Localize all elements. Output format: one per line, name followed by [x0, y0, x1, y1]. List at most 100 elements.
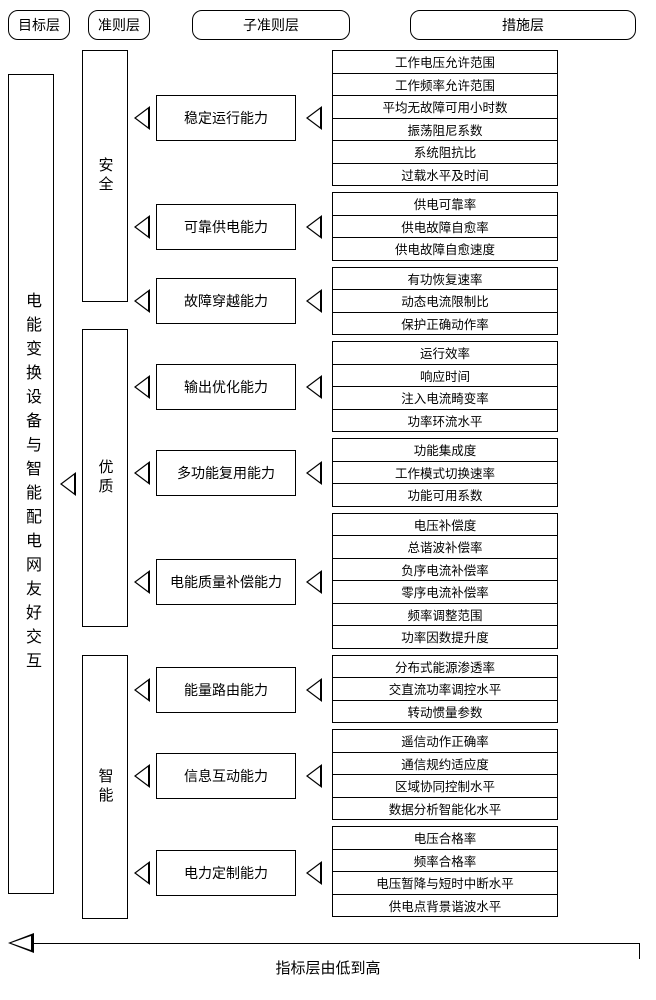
measure-group: 供电可靠率供电故障自愈率供电故障自愈速度 — [332, 192, 558, 261]
measure-item: 工作模式切换速率 — [332, 462, 558, 485]
subcriteria-box: 输出优化能力 — [156, 364, 296, 410]
header-target: 目标层 — [8, 10, 70, 40]
measure-group: 工作电压允许范围工作频率允许范围平均无故障可用小时数振荡阻尼系数系统阻抗比过载水… — [332, 50, 558, 186]
measure-item: 通信规约适应度 — [332, 753, 558, 776]
column-headers: 目标层 准则层 子准则层 措施层 — [8, 10, 648, 40]
measure-item: 频率调整范围 — [332, 604, 558, 627]
triangle-connector-icon — [296, 342, 332, 433]
measure-group: 遥信动作正确率通信规约适应度区域协同控制水平数据分析智能化水平 — [332, 729, 558, 820]
footer-arrow: 指标层由低到高 — [8, 933, 648, 977]
measure-group: 有功恢复速率动态电流限制比保护正确动作率 — [332, 267, 558, 336]
measure-item: 总谐波补偿率 — [332, 536, 558, 559]
measure-item: 功能集成度 — [332, 439, 558, 462]
header-subcriteria: 子准则层 — [192, 10, 350, 40]
triangle-connector-icon — [128, 764, 156, 788]
link-sub-to-measures — [296, 50, 332, 919]
measure-item: 电压合格率 — [332, 827, 558, 850]
measure-item: 有功恢复速率 — [332, 268, 558, 291]
triangle-connector-icon — [128, 861, 156, 885]
subcriteria-row: 信息互动能力 — [128, 730, 296, 821]
subcriteria-box: 电力定制能力 — [156, 850, 296, 896]
triangle-connector-icon — [128, 461, 156, 485]
measure-item: 系统阻抗比 — [332, 141, 558, 164]
triangle-connector-icon — [128, 106, 156, 130]
subcriteria-row: 稳定运行能力 — [128, 50, 296, 186]
col-measures: 工作电压允许范围工作频率允许范围平均无故障可用小时数振荡阻尼系数系统阻抗比过载水… — [332, 50, 558, 919]
measure-group: 运行效率响应时间注入电流畸变率功率环流水平 — [332, 341, 558, 432]
measure-group: 分布式能源渗透率交直流功率调控水平转动惯量参数 — [332, 655, 558, 724]
subcriteria-box: 电能质量补偿能力 — [156, 559, 296, 605]
measure-item: 数据分析智能化水平 — [332, 798, 558, 821]
measure-item: 工作电压允许范围 — [332, 51, 558, 74]
subcriteria-box: 可靠供电能力 — [156, 204, 296, 250]
measure-item: 功能可用系数 — [332, 484, 558, 507]
triangle-connector-icon — [296, 439, 332, 508]
triangle-connector-icon — [296, 192, 332, 261]
measure-item: 供电故障自愈速度 — [332, 238, 558, 261]
measure-item: 平均无故障可用小时数 — [332, 96, 558, 119]
measure-item: 电压补偿度 — [332, 514, 558, 537]
measure-item: 负序电流补偿率 — [332, 559, 558, 582]
measure-group: 功能集成度工作模式切换速率功能可用系数 — [332, 438, 558, 507]
triangle-connector-icon — [296, 828, 332, 919]
subcriteria-box: 信息互动能力 — [156, 753, 296, 799]
col-subcriteria: 稳定运行能力可靠供电能力故障穿越能力输出优化能力多功能复用能力电能质量补偿能力能… — [128, 50, 296, 919]
measure-item: 振荡阻尼系数 — [332, 119, 558, 142]
subcriteria-box: 多功能复用能力 — [156, 450, 296, 496]
triangle-connector-icon — [60, 472, 76, 496]
target-box: 电能变换设备与智能配电网友好交互 — [8, 74, 54, 894]
measure-group: 电压合格率频率合格率电压暂降与短时中断水平供电点背景谐波水平 — [332, 826, 558, 917]
subcriteria-row: 能量路由能力 — [128, 656, 296, 725]
subcriteria-box: 稳定运行能力 — [156, 95, 296, 141]
footer-label: 指标层由低到高 — [8, 957, 648, 978]
triangle-connector-icon — [128, 678, 156, 702]
triangle-connector-icon — [128, 289, 156, 313]
triangle-connector-icon — [128, 215, 156, 239]
measure-item: 遥信动作正确率 — [332, 730, 558, 753]
link-target-to-criteria — [54, 50, 82, 919]
measure-item: 动态电流限制比 — [332, 290, 558, 313]
measure-item: 工作频率允许范围 — [332, 74, 558, 97]
measure-item: 分布式能源渗透率 — [332, 656, 558, 679]
measure-item: 电压暂降与短时中断水平 — [332, 872, 558, 895]
criteria-box: 优质 — [82, 329, 128, 627]
triangle-connector-icon — [128, 375, 156, 399]
subcriteria-row: 多功能复用能力 — [128, 439, 296, 508]
header-criteria: 准则层 — [88, 10, 150, 40]
measure-item: 转动惯量参数 — [332, 701, 558, 724]
triangle-connector-icon — [296, 267, 332, 336]
header-measures: 措施层 — [410, 10, 636, 40]
measure-item: 响应时间 — [332, 365, 558, 388]
measure-item: 供电故障自愈率 — [332, 216, 558, 239]
measure-item: 功率环流水平 — [332, 410, 558, 433]
measure-item: 过载水平及时间 — [332, 164, 558, 187]
hierarchy-diagram: 电能变换设备与智能配电网友好交互 安全优质智能 稳定运行能力可靠供电能力故障穿越… — [8, 50, 648, 919]
triangle-connector-icon — [128, 570, 156, 594]
col-criteria: 安全优质智能 — [82, 50, 128, 919]
measure-item: 运行效率 — [332, 342, 558, 365]
subcriteria-row: 故障穿越能力 — [128, 267, 296, 336]
subcriteria-row: 可靠供电能力 — [128, 192, 296, 261]
measure-item: 保护正确动作率 — [332, 313, 558, 336]
measure-item: 频率合格率 — [332, 850, 558, 873]
measure-item: 区域协同控制水平 — [332, 775, 558, 798]
subcriteria-row: 输出优化能力 — [128, 342, 296, 433]
triangle-connector-icon — [296, 50, 332, 186]
subcriteria-box: 故障穿越能力 — [156, 278, 296, 324]
measure-item: 交直流功率调控水平 — [332, 678, 558, 701]
subcriteria-row: 电力定制能力 — [128, 828, 296, 919]
subcriteria-row: 电能质量补偿能力 — [128, 513, 296, 649]
measure-item: 功率因数提升度 — [332, 626, 558, 649]
measure-item: 供电点背景谐波水平 — [332, 895, 558, 918]
measure-item: 注入电流畸变率 — [332, 387, 558, 410]
criteria-box: 智能 — [82, 655, 128, 919]
measure-item: 供电可靠率 — [332, 193, 558, 216]
measure-group: 电压补偿度总谐波补偿率负序电流补偿率零序电流补偿率频率调整范围功率因数提升度 — [332, 513, 558, 649]
col-target: 电能变换设备与智能配电网友好交互 — [8, 50, 54, 919]
triangle-connector-icon — [296, 513, 332, 649]
measure-item: 零序电流补偿率 — [332, 581, 558, 604]
arrow-head-icon — [8, 933, 34, 953]
triangle-connector-icon — [296, 656, 332, 725]
triangle-connector-icon — [296, 730, 332, 821]
subcriteria-box: 能量路由能力 — [156, 667, 296, 713]
